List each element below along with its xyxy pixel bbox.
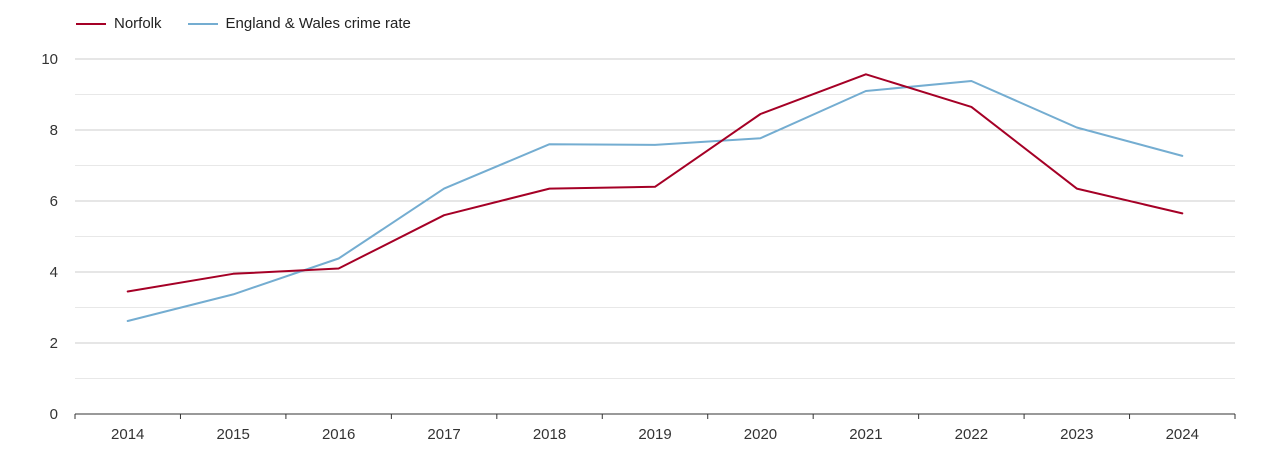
data-point-england-wales[interactable] [649, 139, 661, 151]
data-point-norfolk[interactable] [544, 183, 556, 195]
chart-series [122, 68, 1188, 327]
y-tick-label: 4 [50, 264, 58, 281]
data-point-england-wales[interactable] [1071, 122, 1083, 134]
x-tick-label: 2015 [216, 426, 249, 443]
data-point-norfolk[interactable] [1071, 183, 1083, 195]
data-point-norfolk[interactable] [754, 108, 766, 120]
y-tick-label: 8 [50, 122, 58, 139]
x-tick-label: 2023 [1060, 426, 1093, 443]
legend-label-norfolk: Norfolk [114, 15, 162, 32]
data-point-norfolk[interactable] [860, 68, 872, 80]
x-tick-label: 2014 [111, 426, 144, 443]
data-point-england-wales[interactable] [227, 288, 239, 300]
chart-legend: Norfolk England & Wales crime rate [76, 15, 411, 32]
x-tick-label: 2021 [849, 426, 882, 443]
data-point-norfolk[interactable] [649, 181, 661, 193]
data-point-england-wales[interactable] [122, 315, 134, 327]
x-tick-label: 2020 [744, 426, 777, 443]
data-point-england-wales[interactable] [1176, 150, 1188, 162]
legend-label-england-wales: England & Wales crime rate [225, 15, 411, 32]
chart-axes: 0 2 4 6 8 10 2014 2015 2016 2017 2018 2019 2020 2021 2… [41, 51, 1236, 443]
y-tick-label: 2 [50, 335, 58, 352]
data-point-england-wales[interactable] [860, 85, 872, 97]
data-point-norfolk[interactable] [333, 262, 345, 274]
x-tick-label: 2022 [955, 426, 988, 443]
legend-swatch-norfolk [76, 22, 106, 25]
x-tick-label: 2016 [322, 426, 355, 443]
x-tick-label: 2024 [1166, 426, 1199, 443]
data-point-england-wales[interactable] [544, 138, 556, 150]
legend-item-norfolk[interactable]: Norfolk [76, 15, 162, 32]
series-line-norfolk[interactable] [126, 73, 1184, 293]
data-point-norfolk[interactable] [438, 209, 450, 221]
grid-lines [75, 58, 1235, 379]
data-point-norfolk[interactable] [227, 268, 239, 280]
legend-item-england-wales[interactable]: England & Wales crime rate [187, 15, 411, 32]
x-tick-label: 2018 [533, 426, 566, 443]
y-tick-label: 10 [41, 51, 58, 68]
x-tick-label: 2017 [427, 426, 460, 443]
y-tick-label: 0 [50, 406, 58, 423]
data-point-england-wales[interactable] [754, 132, 766, 144]
y-tick-label: 6 [50, 193, 58, 210]
data-point-norfolk[interactable] [122, 286, 134, 298]
x-tick-label: 2019 [638, 426, 671, 443]
legend-swatch-england-wales [187, 22, 218, 25]
data-point-norfolk[interactable] [965, 101, 977, 113]
data-point-england-wales[interactable] [965, 75, 977, 87]
data-point-england-wales[interactable] [438, 183, 450, 195]
data-point-norfolk[interactable] [1176, 207, 1188, 219]
